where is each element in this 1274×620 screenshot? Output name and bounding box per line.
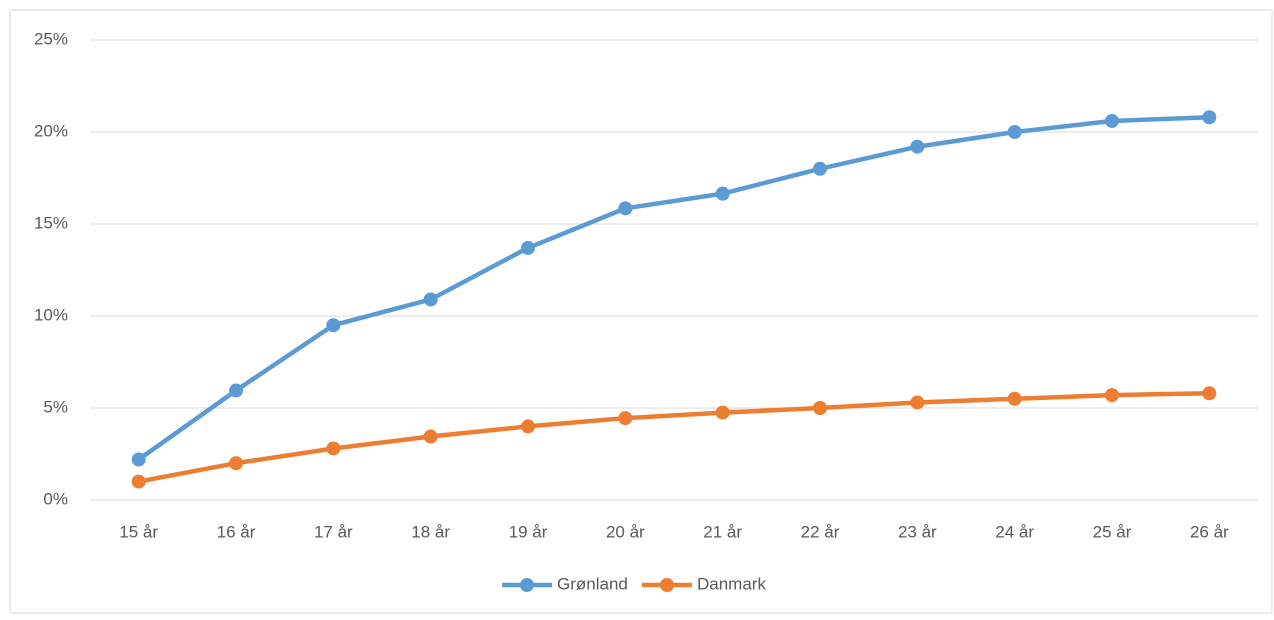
x-tick-label: 18 år [411, 522, 450, 541]
data-point [521, 240, 535, 255]
x-tick-label: 16 år [217, 522, 256, 541]
x-tick-label: 22 år [801, 522, 840, 541]
data-point [521, 419, 535, 434]
legend-label: Danmark [697, 574, 766, 593]
data-point [1202, 386, 1217, 401]
x-tick-label: 26 år [1190, 522, 1229, 541]
data-point [1007, 125, 1022, 139]
x-tick-label: 25 år [1093, 522, 1132, 541]
data-point [326, 318, 341, 333]
series-line [138, 391, 1210, 484]
x-tick-label: 24 år [995, 522, 1034, 541]
data-point [423, 429, 438, 444]
y-tick-label: 25% [34, 29, 68, 48]
data-point [715, 186, 730, 201]
data-point [910, 139, 925, 154]
data-point [131, 452, 146, 467]
data-point [618, 201, 633, 216]
data-point [1202, 110, 1217, 125]
legend-marker [520, 578, 534, 592]
data-point [229, 383, 243, 398]
x-tick-label: 17 år [314, 522, 353, 541]
x-tick-label: 21 år [703, 522, 742, 541]
x-tick-label: 20 år [606, 522, 645, 541]
data-point [229, 456, 243, 471]
x-tick-label: 19 år [509, 522, 548, 541]
x-tick-label: 23 år [898, 522, 937, 541]
data-point [715, 405, 730, 420]
data-point [1105, 388, 1119, 403]
y-tick-label: 0% [43, 489, 68, 508]
data-point [1007, 391, 1022, 406]
series-line [137, 115, 1210, 462]
data-point [1105, 113, 1119, 128]
y-tick-label: 15% [34, 213, 68, 232]
y-tick-label: 10% [34, 305, 68, 324]
data-point [813, 401, 827, 415]
data-point [131, 474, 146, 489]
data-point [813, 161, 827, 176]
y-tick-label: 20% [34, 121, 68, 140]
y-tick-label: 5% [43, 397, 68, 416]
chart-frame [9, 9, 1273, 614]
data-point [618, 411, 633, 426]
data-point [423, 292, 438, 307]
data-point [910, 395, 925, 410]
data-point [326, 441, 341, 456]
x-tick-label: 15 år [119, 522, 158, 541]
legend-label: Grønland [557, 574, 628, 593]
legend-marker [660, 578, 674, 592]
